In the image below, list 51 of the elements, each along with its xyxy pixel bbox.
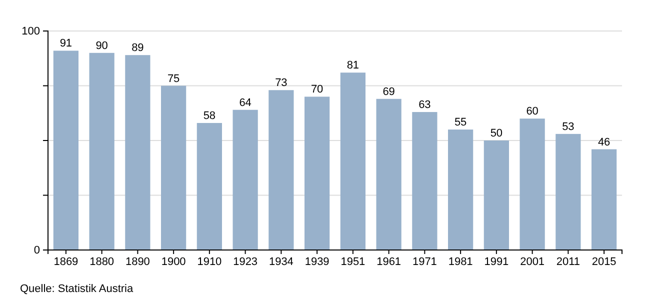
data-label: 91	[60, 38, 72, 50]
bar	[412, 112, 438, 250]
x-tick-label: 1939	[304, 256, 330, 268]
data-label: 69	[382, 86, 395, 98]
bar	[448, 130, 474, 250]
bar	[484, 140, 509, 250]
x-tick-label: 2011	[556, 256, 580, 268]
source-note: Quelle: Statistik Austria	[20, 283, 134, 295]
bar	[592, 149, 617, 250]
bar	[125, 55, 150, 250]
x-tick-label: 2001	[520, 256, 545, 268]
data-label: 64	[239, 96, 252, 109]
y-tick-label: 100	[22, 26, 40, 38]
x-tick-label: 1981	[448, 256, 473, 268]
x-tick-label: 1923	[233, 256, 258, 268]
bar	[304, 96, 330, 250]
data-label: 75	[167, 72, 180, 85]
bar	[340, 72, 366, 250]
data-label: 89	[132, 42, 144, 54]
data-label: 70	[310, 84, 324, 96]
bar	[232, 110, 258, 250]
data-label: 63	[418, 99, 431, 112]
data-label: 58	[203, 110, 216, 122]
x-tick-label: 1869	[54, 256, 78, 268]
x-tick-label: 1991	[484, 256, 509, 268]
bar	[556, 134, 581, 250]
bar	[53, 50, 78, 250]
data-label: 53	[562, 120, 574, 133]
bar	[376, 98, 402, 250]
x-tick-label: 1971	[412, 256, 437, 268]
data-label: 50	[490, 128, 503, 140]
bar	[196, 122, 222, 250]
x-tick-label: 1961	[376, 256, 402, 268]
data-label: 81	[346, 60, 360, 72]
data-label: 73	[275, 77, 288, 90]
x-tick-label: 1951	[340, 256, 366, 268]
x-tick-label: 1910	[197, 256, 222, 268]
x-tick-label: 2015	[592, 256, 616, 268]
x-tick-label: 1880	[90, 256, 114, 268]
bar	[520, 118, 545, 250]
y-tick-label: 0	[34, 244, 40, 257]
x-tick-label: 1890	[125, 256, 150, 268]
data-label: 55	[454, 116, 467, 129]
bar	[89, 52, 114, 250]
data-label: 60	[526, 106, 538, 118]
data-label: 46	[598, 136, 610, 148]
bar	[268, 90, 294, 250]
bar	[161, 86, 186, 250]
x-tick-label: 1900	[161, 256, 186, 268]
x-tick-label: 1934	[268, 256, 294, 268]
data-label: 90	[96, 40, 108, 52]
